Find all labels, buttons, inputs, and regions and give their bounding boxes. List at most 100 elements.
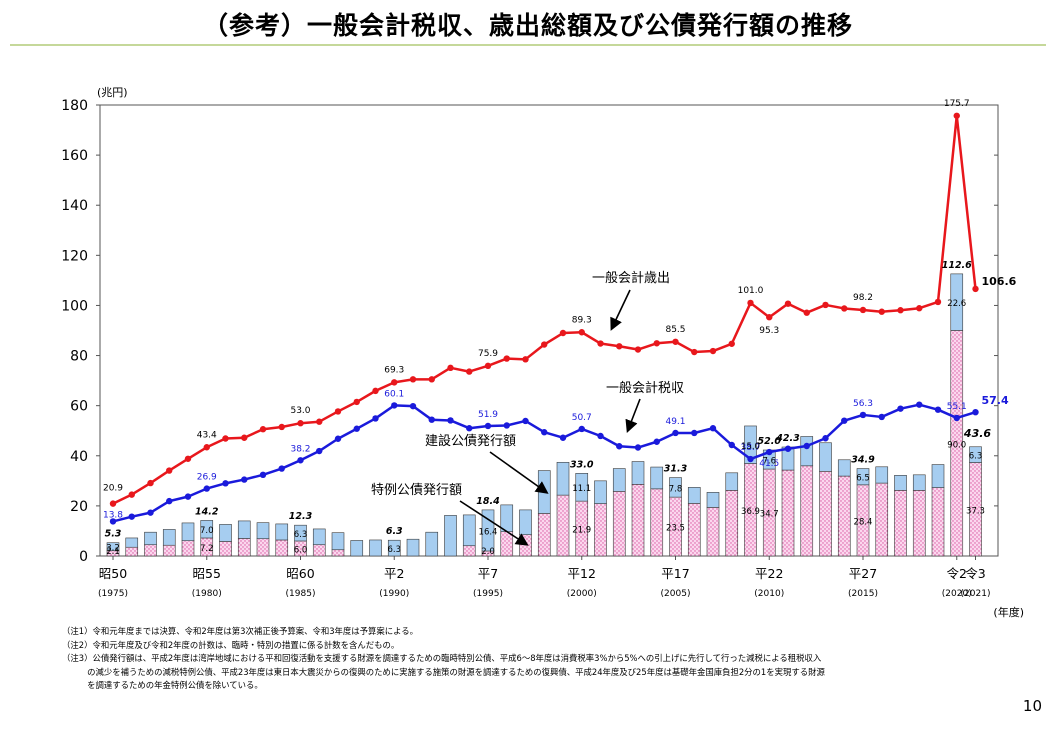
x-tick-label: 平17 — [661, 566, 689, 581]
series-point — [241, 434, 248, 441]
data-label: 22.6 — [947, 299, 966, 309]
bar-deficit-bond — [537, 513, 551, 557]
data-label: 75.9 — [478, 349, 498, 359]
y-tick-label: 0 — [79, 549, 88, 565]
page-title: （参考）一般会計税収、歳出総額及び公債発行額の推移 — [202, 11, 853, 40]
series-point — [653, 438, 660, 445]
bar-construction-bond — [744, 425, 757, 464]
bar-deficit-bond — [687, 503, 701, 557]
series-point — [522, 417, 529, 425]
series-point — [222, 480, 229, 487]
series-point — [878, 413, 885, 421]
bar-construction-bond — [350, 540, 364, 557]
series-point — [353, 425, 360, 432]
total-bond-label: 12.3 — [289, 511, 313, 522]
series-point — [747, 299, 754, 307]
bar-construction-bond — [387, 539, 401, 557]
total-bond-label: 34.9 — [851, 455, 875, 466]
series-point — [897, 307, 904, 314]
total-bond-label: 43.6 — [963, 427, 991, 440]
series-point — [278, 465, 285, 472]
series-point — [784, 445, 792, 452]
series-point — [784, 300, 792, 307]
data-label: 106.6 — [982, 275, 1017, 288]
data-label: 53.0 — [290, 406, 310, 416]
bar-construction-bond — [200, 520, 214, 539]
y-tick-label: 100 — [61, 298, 88, 314]
x-tick-sublabel: (2010) — [754, 589, 784, 599]
bar-construction-bond — [556, 461, 570, 496]
bar-construction-bond — [519, 509, 532, 536]
bar-deficit-bond — [125, 546, 139, 557]
bar-construction-bond — [931, 464, 945, 488]
footnote-line: を調達するための年金特例公債を除いている。 — [62, 680, 263, 690]
data-label: 57.4 — [982, 394, 1009, 407]
bar-construction-bond — [837, 459, 851, 477]
series-callout-label: 特例公債発行額 — [371, 483, 462, 498]
bar-deficit-bond — [837, 475, 851, 557]
y-tick-label: 40 — [70, 449, 88, 465]
series-point — [709, 347, 717, 355]
series-point — [859, 411, 867, 419]
series-point — [747, 455, 754, 463]
data-label: 51.9 — [478, 410, 498, 420]
bar-construction-bond — [819, 442, 832, 472]
series-point — [128, 513, 135, 520]
series-callout-label: 一般会計税収 — [606, 380, 684, 396]
x-tick-label: 昭55 — [193, 566, 221, 581]
bar-construction-bond — [181, 522, 195, 542]
series-point — [803, 309, 810, 316]
data-label: 90.0 — [947, 440, 966, 450]
bar-deficit-bond — [631, 484, 645, 557]
footnote-line: の減少を補うための減税特例公債、平成23年度は東日本大震災からの復興のために実施… — [62, 666, 825, 677]
bar-construction-bond — [856, 468, 870, 486]
bar-construction-bond — [275, 523, 289, 541]
bar-deficit-bond — [331, 549, 345, 557]
bar-deficit-bond — [144, 544, 157, 557]
series-point — [597, 340, 604, 347]
series-point — [822, 435, 829, 442]
bar-construction-bond — [462, 514, 476, 547]
series-point — [147, 509, 154, 516]
data-label: 37.3 — [966, 506, 985, 516]
total-bond-label: 31.3 — [664, 464, 688, 475]
footnote-line: （注3）公債発行額は、平成2年度は湾岸地域における平和回復活動を支援する財源を調… — [62, 653, 822, 663]
series-point — [109, 500, 117, 507]
series-point — [559, 434, 567, 441]
x-tick-label: 平27 — [849, 566, 877, 581]
data-label: 7.6 — [762, 457, 776, 467]
series-point — [503, 422, 510, 429]
bar-deficit-bond — [725, 490, 739, 557]
callout-arrow — [610, 289, 631, 331]
callout-arrow — [489, 451, 549, 494]
x-tick-label: 平22 — [755, 566, 783, 581]
total-bond-label: 52.0 — [758, 436, 782, 447]
bar-construction-bond — [219, 524, 232, 542]
bar-construction-bond — [237, 520, 251, 539]
data-label: 6.3 — [969, 452, 983, 462]
data-label: 41.5 — [759, 459, 779, 469]
data-label: 56.3 — [853, 399, 873, 409]
series-point — [616, 343, 623, 350]
data-label: 43.4 — [197, 430, 217, 440]
series-point — [578, 425, 585, 433]
bar-construction-bond — [162, 529, 176, 546]
bar-deficit-bond — [875, 482, 889, 557]
x-tick-sublabel: (2020) — [942, 589, 972, 599]
x-tick-label: 令3 — [965, 566, 985, 581]
y-tick-label: 140 — [61, 198, 88, 214]
series-point — [878, 308, 885, 315]
y-tick-label: 20 — [70, 499, 88, 515]
x-tick-sublabel: (1995) — [473, 589, 503, 599]
y-tick-label: 60 — [70, 399, 88, 415]
total-bond-label: 6.3 — [386, 526, 403, 537]
footnote-line: （注1）令和元年度までは決算、令和2年度は第3次補正後予算案、令和3年度は予算案… — [62, 626, 419, 636]
series-point — [184, 493, 192, 500]
bar-construction-bond — [537, 470, 551, 514]
series-point — [578, 329, 585, 336]
data-label: 50.7 — [572, 413, 592, 423]
series-callout-label: 一般会計歳出 — [592, 270, 670, 286]
total-bond-label: 33.0 — [570, 459, 594, 470]
data-label: 7.0 — [200, 526, 214, 536]
data-label: 6.0 — [294, 545, 308, 555]
